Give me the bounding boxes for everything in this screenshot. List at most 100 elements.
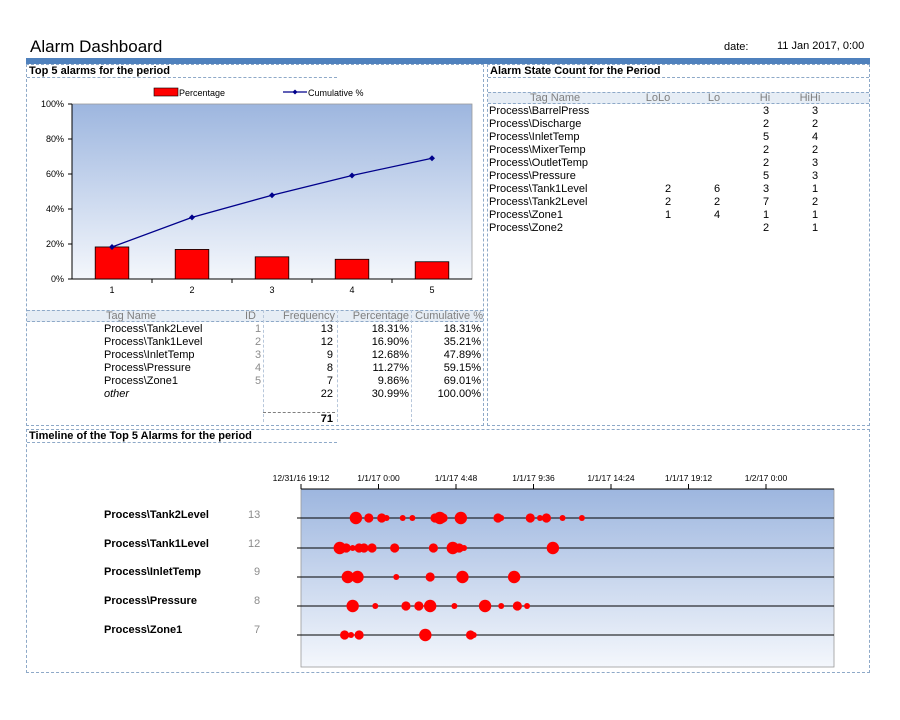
- row-cumulative: 59.15%: [443, 362, 481, 374]
- state-row-tag: Process\OutletTemp: [489, 157, 589, 169]
- row-id: 5: [255, 375, 262, 387]
- alarm-event-dot: [546, 541, 560, 555]
- alarm-event-dot: [512, 601, 522, 611]
- y-tick-label: 40%: [46, 204, 64, 214]
- state-count-panel: Alarm State Count for the Period Tag Nam…: [487, 64, 870, 426]
- row-tag: Process\Zone1: [104, 375, 178, 387]
- alarm-event-dot: [349, 545, 356, 551]
- col-divider: [337, 310, 338, 422]
- col-divider: [411, 310, 412, 422]
- state-col-header-tag-name: Tag Name: [530, 92, 581, 104]
- timeline-chart: 12/31/16 19:12 1/1/17 0:00 1/1/17 4:48 1/1/…: [273, 473, 835, 668]
- timeline-tag-label: Process\Pressure: [104, 595, 197, 607]
- row-percentage: 12.68%: [371, 349, 409, 361]
- cumulative-point: [429, 155, 435, 162]
- row-tag: Process\Tank2Level: [104, 323, 203, 335]
- legend-bar-label: Percentage: [179, 88, 225, 98]
- state-row-tag: Process\Zone1: [489, 209, 563, 221]
- row-percentage: 16.90%: [371, 336, 409, 348]
- bar-percentage: [414, 261, 450, 280]
- alarm-event-dot: [438, 513, 448, 523]
- alarm-event-dot: [349, 511, 363, 525]
- state-row-tag: Process\Pressure: [489, 170, 576, 182]
- state-count-section-title: Alarm State Count for the Period: [488, 65, 869, 78]
- cumulative-point: [349, 172, 355, 179]
- timeline-axis-label: 1/1/17 4:48: [435, 473, 478, 483]
- timeline-panel: Timeline of the Top 5 Alarms for the per…: [26, 429, 870, 673]
- row-id: 3: [255, 349, 262, 361]
- frequency-total: 71: [320, 413, 333, 425]
- bar-percentage: [94, 246, 130, 280]
- row-percentage: 30.99%: [371, 388, 409, 400]
- state-row-hi: 2: [762, 157, 770, 169]
- x-tick-label: 1: [109, 285, 114, 295]
- page-title: Alarm Dashboard: [30, 37, 163, 56]
- row-cumulative: 100.00%: [437, 388, 481, 400]
- y-tick-label: 80%: [46, 134, 64, 144]
- plot-area: [71, 103, 473, 280]
- row-tag: Process\Tank1Level: [104, 336, 203, 348]
- top5-table-header-bar: [27, 310, 483, 322]
- timeline-count-label: 9: [254, 566, 261, 578]
- state-row-hi: 5: [762, 131, 770, 143]
- alarm-event-dot: [409, 515, 416, 521]
- bar-percentage: [334, 258, 370, 280]
- x-tick-label: 4: [349, 285, 354, 295]
- row-tag: Process\Pressure: [104, 362, 191, 374]
- legend-line-label: Cumulative %: [308, 88, 364, 98]
- state-row-hihi: 3: [811, 170, 819, 182]
- state-row-hi: 2: [762, 118, 770, 130]
- timeline-axis-label: 1/2/17 0:00: [745, 473, 788, 483]
- state-row-hihi: 3: [811, 157, 819, 169]
- state-row-hihi: 2: [811, 196, 819, 208]
- timeline-count-label: 13: [248, 509, 261, 521]
- alarm-event-dot: [541, 513, 552, 523]
- alarm-event-dot: [364, 513, 374, 523]
- alarm-event-dot: [414, 601, 424, 611]
- row-frequency: 9: [326, 349, 333, 361]
- state-row-hi: 5: [762, 170, 770, 182]
- cumulative-point: [189, 214, 195, 221]
- date-label: date:: [724, 41, 749, 53]
- state-row-hihi: 1: [811, 183, 819, 195]
- legend-line-marker: [292, 89, 298, 95]
- alarm-event-dot: [399, 515, 406, 521]
- top5-section-title: Top 5 alarms for the period: [27, 65, 337, 78]
- timeline-count-label: 8: [254, 595, 261, 607]
- timeline-tag-label: Process\InletTemp: [104, 566, 201, 578]
- bar-percentage: [174, 249, 210, 280]
- alarm-event-dot: [498, 515, 505, 521]
- timeline-count-label: 12: [248, 538, 261, 550]
- state-col-header-hi: Hi: [759, 92, 771, 104]
- col-header-id: ID: [245, 310, 256, 322]
- alarm-event-dot: [341, 543, 351, 553]
- row-cumulative: 69.01%: [443, 375, 481, 387]
- state-row-lolo: 1: [664, 209, 672, 221]
- alarm-event-dot: [372, 603, 379, 609]
- row-id: 1: [255, 323, 262, 335]
- state-row-lo: 4: [713, 209, 721, 221]
- col-header-percentage: Percentage: [352, 310, 409, 322]
- state-row-hi: 2: [762, 144, 770, 156]
- state-row-tag: Process\Zone2: [489, 222, 563, 234]
- alarm-event-dot: [419, 628, 432, 642]
- x-tick-label: 5: [429, 285, 434, 295]
- alarm-event-dot: [425, 572, 435, 582]
- row-cumulative: 35.21%: [443, 336, 481, 348]
- alarm-event-dot: [536, 515, 543, 521]
- row-cumulative: 47.89%: [443, 349, 481, 361]
- alarm-event-dot: [454, 511, 468, 525]
- row-percentage: 18.31%: [371, 323, 409, 335]
- state-row-hi: 3: [762, 105, 770, 117]
- state-row-tag: Process\MixerTemp: [489, 144, 586, 156]
- timeline-tag-label: Process\Zone1: [104, 624, 183, 636]
- state-row-tag: Process\BarrelPress: [489, 105, 590, 117]
- alarm-event-dot: [478, 599, 492, 613]
- legend-bar-swatch: [153, 87, 179, 97]
- date-value: 11 Jan 2017, 0:00: [777, 40, 865, 52]
- row-frequency: 22: [320, 388, 333, 400]
- state-row-tag: Process\Tank1Level: [489, 183, 588, 195]
- alarm-event-dot: [346, 599, 359, 613]
- alarm-event-dot: [348, 632, 355, 638]
- state-row-lolo: 2: [664, 183, 672, 195]
